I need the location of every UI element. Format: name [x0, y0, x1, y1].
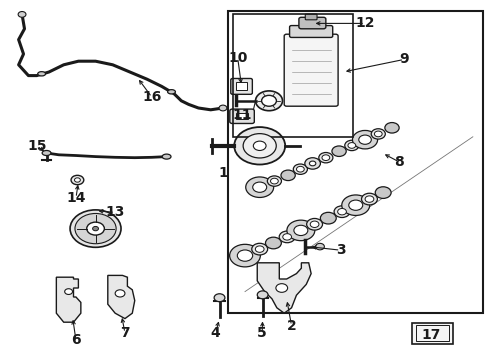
Text: 4: 4 — [211, 326, 220, 340]
Ellipse shape — [255, 246, 264, 252]
Ellipse shape — [252, 243, 268, 255]
Polygon shape — [257, 263, 311, 313]
Circle shape — [71, 175, 84, 185]
Circle shape — [18, 12, 26, 17]
Circle shape — [214, 294, 225, 302]
Polygon shape — [108, 275, 135, 319]
Text: 17: 17 — [421, 328, 441, 342]
Bar — [412, 323, 453, 344]
FancyBboxPatch shape — [231, 78, 252, 94]
Ellipse shape — [268, 176, 281, 186]
Ellipse shape — [246, 177, 273, 197]
Text: 2: 2 — [287, 319, 296, 333]
Ellipse shape — [42, 150, 51, 156]
Ellipse shape — [365, 196, 374, 202]
Ellipse shape — [319, 153, 333, 163]
Ellipse shape — [320, 212, 336, 224]
Ellipse shape — [332, 146, 346, 157]
Ellipse shape — [349, 200, 363, 210]
Ellipse shape — [270, 178, 278, 184]
Text: 12: 12 — [355, 17, 375, 30]
Ellipse shape — [256, 91, 283, 111]
Ellipse shape — [307, 219, 322, 230]
Ellipse shape — [279, 231, 295, 243]
Text: 6: 6 — [71, 333, 81, 347]
Circle shape — [65, 289, 73, 294]
FancyBboxPatch shape — [236, 82, 247, 90]
Ellipse shape — [294, 225, 308, 235]
Text: 11: 11 — [233, 108, 252, 122]
Ellipse shape — [253, 141, 266, 150]
Ellipse shape — [168, 90, 175, 94]
Text: 15: 15 — [27, 139, 47, 153]
Text: 16: 16 — [142, 90, 162, 104]
Circle shape — [74, 178, 80, 182]
Ellipse shape — [309, 161, 316, 166]
Ellipse shape — [281, 170, 295, 181]
Circle shape — [257, 291, 268, 299]
Circle shape — [219, 105, 227, 111]
Ellipse shape — [322, 155, 330, 161]
Ellipse shape — [345, 140, 359, 150]
Text: 3: 3 — [336, 243, 345, 257]
Ellipse shape — [294, 164, 307, 174]
Ellipse shape — [243, 134, 276, 158]
Text: 10: 10 — [228, 51, 247, 64]
Ellipse shape — [234, 127, 285, 165]
Text: 14: 14 — [66, 191, 86, 205]
Text: 1: 1 — [218, 166, 228, 180]
Ellipse shape — [375, 187, 391, 198]
Text: 9: 9 — [399, 53, 409, 66]
Ellipse shape — [296, 166, 304, 172]
Polygon shape — [56, 277, 81, 322]
Text: 13: 13 — [105, 206, 125, 219]
Ellipse shape — [359, 135, 371, 144]
Ellipse shape — [283, 234, 292, 240]
Ellipse shape — [348, 143, 356, 148]
Ellipse shape — [374, 131, 382, 137]
Ellipse shape — [253, 182, 267, 192]
Circle shape — [87, 222, 104, 235]
FancyBboxPatch shape — [290, 26, 333, 37]
Bar — [416, 325, 449, 341]
Circle shape — [75, 213, 116, 244]
FancyBboxPatch shape — [299, 17, 326, 29]
Ellipse shape — [362, 193, 377, 205]
Circle shape — [276, 284, 288, 292]
Ellipse shape — [342, 195, 369, 215]
FancyBboxPatch shape — [284, 34, 338, 106]
Ellipse shape — [371, 129, 385, 139]
Ellipse shape — [305, 158, 320, 169]
FancyBboxPatch shape — [230, 109, 254, 123]
Ellipse shape — [385, 122, 399, 133]
FancyBboxPatch shape — [236, 113, 248, 119]
Bar — [233, 14, 353, 137]
Ellipse shape — [338, 208, 346, 215]
Ellipse shape — [38, 72, 46, 76]
Text: 7: 7 — [120, 326, 130, 340]
Ellipse shape — [262, 95, 276, 106]
Circle shape — [93, 226, 98, 231]
Circle shape — [316, 243, 324, 250]
Circle shape — [115, 290, 125, 297]
Text: 5: 5 — [257, 326, 267, 340]
FancyBboxPatch shape — [305, 14, 317, 20]
Ellipse shape — [266, 237, 281, 249]
Ellipse shape — [352, 130, 378, 149]
Ellipse shape — [334, 206, 350, 217]
Ellipse shape — [287, 220, 315, 241]
Ellipse shape — [310, 221, 319, 228]
Ellipse shape — [162, 154, 171, 159]
Circle shape — [70, 210, 121, 247]
Text: 8: 8 — [394, 155, 404, 169]
Bar — [228, 11, 483, 313]
Ellipse shape — [237, 250, 253, 261]
Ellipse shape — [230, 244, 260, 267]
